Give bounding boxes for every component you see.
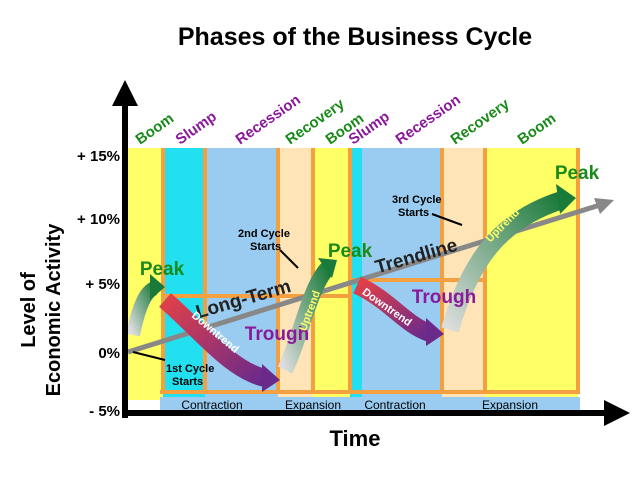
cycle-start: 3rd Cycle (392, 194, 442, 206)
y-tick-label: + 5% (85, 276, 120, 293)
span-band (160, 397, 580, 413)
peak-label: Peak (555, 163, 600, 184)
y-axis-label: Economic Activity (43, 223, 65, 397)
cycle-start-notes: 1st Cycle Starts 2nd Cycle Starts 3rd Cy… (132, 194, 463, 388)
x-axis-label: Time (330, 426, 381, 451)
phase-labels: Boom Slump Recession Recovery Boom Slump… (133, 91, 560, 148)
trough-label: Trough (412, 287, 476, 308)
title: Phases of the Business Cycle (178, 23, 532, 51)
phase-label: Slump (173, 108, 220, 148)
y-tick-label: 0% (98, 345, 120, 362)
phase-label: Boom (515, 110, 560, 148)
peak-label: Peak (328, 241, 373, 262)
span-label: Contraction (181, 398, 242, 412)
cycle-start: 1st Cycle (166, 363, 214, 375)
trend-arrows (126, 184, 576, 392)
cycle-start: Starts (398, 207, 429, 219)
cycle-start: Starts (250, 241, 281, 253)
axes (112, 80, 630, 426)
orange-frames (160, 148, 580, 394)
y-tick-label: + 10% (77, 211, 120, 228)
y-tick-label: - 5% (89, 403, 120, 420)
span-label: Contraction (364, 398, 425, 412)
y-tick-label: + 15% (77, 148, 120, 165)
trough-label: Trough (245, 324, 309, 345)
peak-label: Peak (140, 259, 185, 280)
cycle-start: 2nd Cycle (238, 228, 290, 240)
span-label: Expansion (482, 398, 538, 412)
phase-label: Boom (133, 110, 178, 148)
span-label: Expansion (285, 398, 341, 412)
cycle-start: Starts (172, 376, 203, 388)
y-axis-label: Level of (18, 272, 40, 348)
